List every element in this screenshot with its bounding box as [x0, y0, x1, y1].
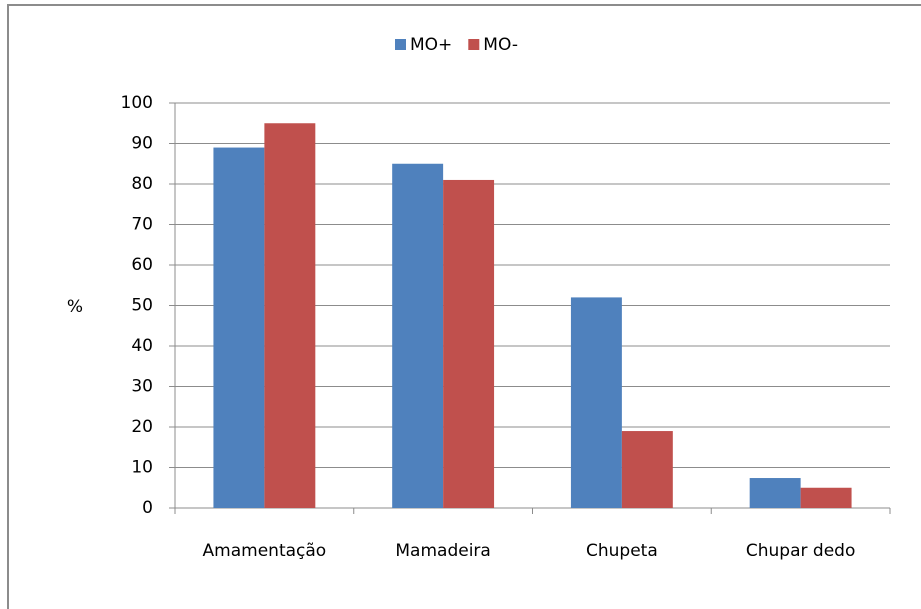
y-tick-label: 90 [131, 134, 153, 154]
y-tick-label: 20 [131, 417, 153, 437]
bar [621, 431, 673, 508]
x-tick-label: Chupar dedo [746, 541, 855, 561]
bar [800, 487, 852, 508]
bar [749, 478, 801, 508]
bar [264, 123, 316, 508]
bar [392, 163, 444, 508]
y-tick-label: 10 [131, 458, 153, 478]
x-tick-label: Amamentação [203, 541, 327, 561]
y-tick-label: 80 [131, 174, 153, 194]
legend-label: MO- [483, 35, 518, 55]
y-axis-label: % [67, 297, 83, 317]
legend-swatch [395, 39, 406, 50]
bar [213, 147, 265, 509]
y-tick-label: 70 [131, 215, 153, 235]
y-tick-label: 100 [121, 93, 153, 113]
bar [570, 297, 622, 508]
legend-swatch [468, 39, 480, 50]
y-tick-label: 0 [142, 498, 153, 518]
legend-label: MO+ [410, 35, 452, 55]
x-tick-label: Chupeta [586, 541, 658, 561]
y-tick-label: 40 [131, 336, 153, 356]
y-tick-label: 50 [131, 296, 153, 316]
x-tick-label: Mamadeira [395, 541, 490, 561]
y-tick-label: 60 [131, 255, 153, 275]
y-tick-label: 30 [131, 377, 153, 397]
bar [443, 179, 495, 508]
